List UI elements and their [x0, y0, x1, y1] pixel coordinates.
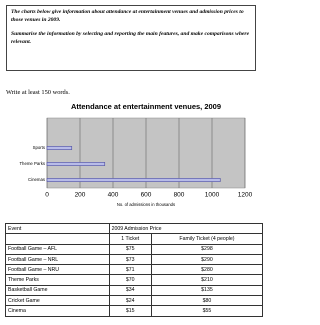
- x-tick-label: 600: [141, 192, 152, 199]
- table-row: 1 Ticket Family Ticket (4 people): [5, 233, 264, 245]
- x-tick-label: 800: [174, 192, 185, 199]
- x-tick-label: 200: [75, 192, 86, 199]
- table-cell: Cricket Game: [5, 295, 110, 307]
- table-cell: Cinema: [5, 305, 110, 317]
- instruction: Write at least 150 words.: [6, 89, 70, 96]
- x-axis-label: No. of admissions in thousands: [117, 202, 175, 207]
- prompt-text: The charts below give information about …: [11, 9, 244, 23]
- table-cell: $80: [150, 295, 264, 307]
- table-cell: Football Game – AFL: [5, 243, 110, 255]
- table-cell: Event: [5, 222, 110, 235]
- price-table: Event 2009 Admission Price 1 Ticket Family …: [5, 222, 264, 317]
- table-cell: Family Ticket (4 people): [150, 233, 264, 245]
- y-tick-label: Cinemas: [28, 177, 45, 182]
- table-cell: Theme Parks: [5, 274, 110, 286]
- y-tick-label: Theme Parks: [19, 161, 45, 166]
- table-cell: Basketball Game: [5, 284, 110, 297]
- x-tick-label: 1200: [238, 192, 253, 199]
- table-cell: $70: [108, 274, 152, 286]
- y-tick-label: Sports: [33, 145, 45, 150]
- x-tick-label: 1000: [205, 192, 220, 199]
- table-cell: $55: [150, 305, 264, 317]
- table-row: Football Game – NRU $71 $280: [5, 264, 264, 276]
- table-cell: $24: [108, 295, 152, 307]
- table-cell: $298: [150, 243, 264, 255]
- page: {"prompt": {"paragraphs": ["The charts b…: [5, 5, 264, 317]
- table-row: Cricket Game $24 $80: [5, 295, 264, 307]
- table-cell: $280: [150, 264, 264, 276]
- table-row: Basketball Game $34 $135: [5, 284, 264, 297]
- table-row: Football Game – AFL $75 $298: [5, 243, 264, 255]
- table-cell: 2009 Admission Price: [108, 222, 264, 235]
- bar: [46, 178, 221, 182]
- table-cell: 1 Ticket: [108, 233, 152, 245]
- x-tick-label: 400: [108, 192, 119, 199]
- table-cell: $210: [150, 274, 264, 286]
- table-row: Theme Parks $70 $210: [5, 274, 264, 286]
- bar: [46, 162, 106, 166]
- table-cell: $290: [150, 253, 264, 266]
- table-cell: Football Game – NRL: [5, 253, 110, 266]
- table-cell: [5, 233, 110, 245]
- table-row: Football Game – NRL $73 $290: [5, 253, 264, 266]
- bar: [46, 146, 73, 150]
- table-cell: Football Game – NRU: [5, 264, 110, 276]
- prompt-text: Summarise the information by selecting a…: [11, 31, 250, 45]
- table-cell: $75: [108, 243, 152, 255]
- table-cell: $15: [108, 305, 152, 317]
- prompt-box: The charts below give information about …: [6, 5, 256, 71]
- chart-title: Attendance at entertainment venues, 2009: [71, 102, 221, 111]
- x-tick-label: 0: [45, 192, 49, 199]
- table-row: Cinema $15 $55: [5, 305, 264, 317]
- chart: Attendance at entertainment venues, 2009…: [19, 102, 253, 207]
- table-cell: $135: [150, 284, 264, 297]
- table-row: Event 2009 Admission Price: [5, 222, 264, 235]
- table-cell: $71: [108, 264, 152, 276]
- table-cell: $34: [108, 284, 152, 297]
- table-cell: $73: [108, 253, 152, 266]
